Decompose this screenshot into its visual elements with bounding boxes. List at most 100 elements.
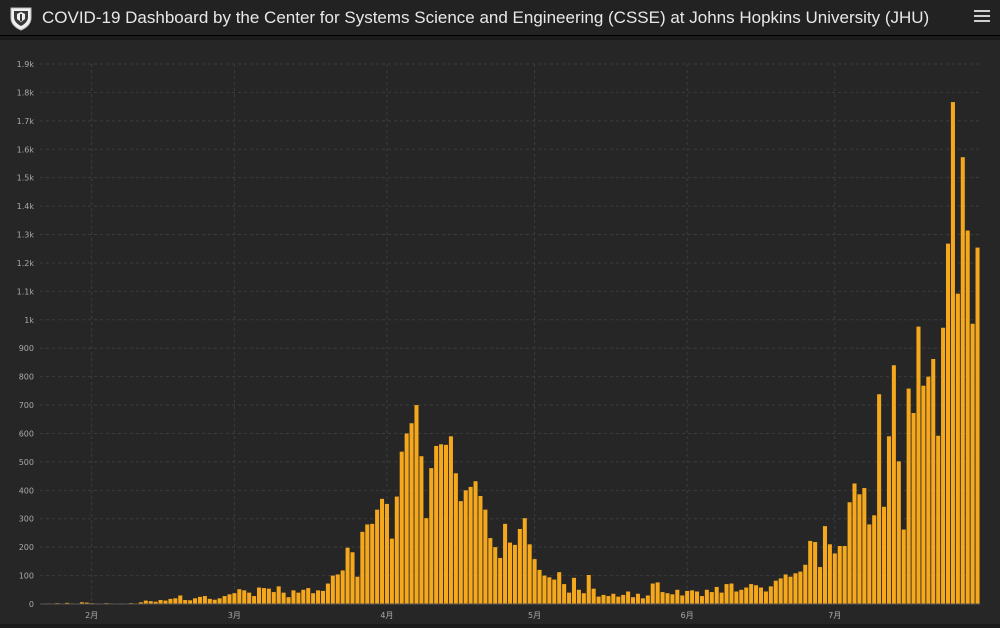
bar[interactable]: [700, 596, 704, 604]
bar[interactable]: [784, 574, 788, 604]
bar[interactable]: [523, 518, 527, 604]
hamburger-menu-icon[interactable]: [974, 10, 990, 24]
bar[interactable]: [572, 578, 576, 604]
bar[interactable]: [321, 591, 325, 604]
bar[interactable]: [971, 324, 975, 604]
bar[interactable]: [439, 444, 443, 604]
bar[interactable]: [685, 591, 689, 604]
bar[interactable]: [631, 597, 635, 604]
bar[interactable]: [163, 601, 167, 604]
bar[interactable]: [675, 590, 679, 604]
bar[interactable]: [695, 591, 699, 604]
bar[interactable]: [232, 593, 236, 604]
bar[interactable]: [941, 328, 945, 604]
bar[interactable]: [287, 597, 291, 604]
bar[interactable]: [547, 577, 551, 604]
bar[interactable]: [434, 446, 438, 604]
bar[interactable]: [833, 553, 837, 604]
bar[interactable]: [857, 494, 861, 604]
bar[interactable]: [227, 594, 231, 604]
bar[interactable]: [410, 423, 414, 604]
bar[interactable]: [877, 394, 881, 604]
bar[interactable]: [223, 596, 227, 604]
bar[interactable]: [720, 593, 724, 604]
bar[interactable]: [247, 593, 251, 604]
bar[interactable]: [508, 543, 512, 604]
bar[interactable]: [306, 588, 310, 604]
bar[interactable]: [601, 595, 605, 604]
bar[interactable]: [907, 389, 911, 604]
bar[interactable]: [173, 598, 177, 604]
bar[interactable]: [606, 596, 610, 604]
bar[interactable]: [951, 102, 955, 604]
bar[interactable]: [744, 588, 748, 604]
bar[interactable]: [552, 580, 556, 604]
bar[interactable]: [513, 545, 517, 604]
bar[interactable]: [429, 468, 433, 604]
bar[interactable]: [567, 593, 571, 604]
bar[interactable]: [862, 488, 866, 604]
bar[interactable]: [557, 572, 561, 604]
bar[interactable]: [488, 538, 492, 604]
bar[interactable]: [178, 595, 182, 604]
bar[interactable]: [449, 436, 453, 604]
bar[interactable]: [301, 590, 305, 604]
bar[interactable]: [690, 590, 694, 604]
bar[interactable]: [533, 559, 537, 604]
bar[interactable]: [454, 473, 458, 604]
bar[interactable]: [734, 591, 738, 604]
bar[interactable]: [828, 544, 832, 604]
bar[interactable]: [725, 584, 729, 604]
bar[interactable]: [518, 529, 522, 604]
bar[interactable]: [848, 502, 852, 604]
bar[interactable]: [483, 510, 487, 604]
bar[interactable]: [892, 365, 896, 604]
bar[interactable]: [611, 594, 615, 604]
bar[interactable]: [272, 592, 276, 604]
bar[interactable]: [921, 386, 925, 604]
bar[interactable]: [405, 433, 409, 604]
bar[interactable]: [729, 584, 733, 604]
bar[interactable]: [144, 601, 148, 604]
bar[interactable]: [764, 591, 768, 604]
bar[interactable]: [218, 598, 222, 604]
bar[interactable]: [646, 595, 650, 604]
bar[interactable]: [779, 578, 783, 604]
bar[interactable]: [680, 595, 684, 604]
bar[interactable]: [897, 461, 901, 604]
bar[interactable]: [670, 594, 674, 604]
bar[interactable]: [193, 598, 197, 604]
bar[interactable]: [661, 592, 665, 604]
bar[interactable]: [336, 574, 340, 604]
bar[interactable]: [843, 546, 847, 604]
bar[interactable]: [582, 593, 586, 604]
bar[interactable]: [651, 584, 655, 604]
bar[interactable]: [444, 445, 448, 604]
bar[interactable]: [931, 359, 935, 604]
bar[interactable]: [936, 436, 940, 604]
bar[interactable]: [380, 499, 384, 604]
bar[interactable]: [365, 524, 369, 604]
bar[interactable]: [326, 584, 330, 604]
bar[interactable]: [498, 558, 502, 604]
bar[interactable]: [852, 483, 856, 604]
bar[interactable]: [621, 595, 625, 604]
bar[interactable]: [976, 248, 980, 604]
bar[interactable]: [331, 576, 335, 604]
bar[interactable]: [542, 576, 546, 604]
bar[interactable]: [350, 552, 354, 604]
bar[interactable]: [946, 244, 950, 604]
bar[interactable]: [346, 548, 350, 604]
bar[interactable]: [528, 544, 532, 604]
bar[interactable]: [355, 577, 359, 604]
bar[interactable]: [626, 591, 630, 604]
bar[interactable]: [538, 570, 542, 604]
bar[interactable]: [754, 585, 758, 604]
bar[interactable]: [316, 590, 320, 604]
bar[interactable]: [419, 456, 423, 604]
bar[interactable]: [665, 593, 669, 604]
bar[interactable]: [759, 588, 763, 604]
bar[interactable]: [956, 294, 960, 604]
bar[interactable]: [872, 515, 876, 604]
bar[interactable]: [808, 541, 812, 604]
